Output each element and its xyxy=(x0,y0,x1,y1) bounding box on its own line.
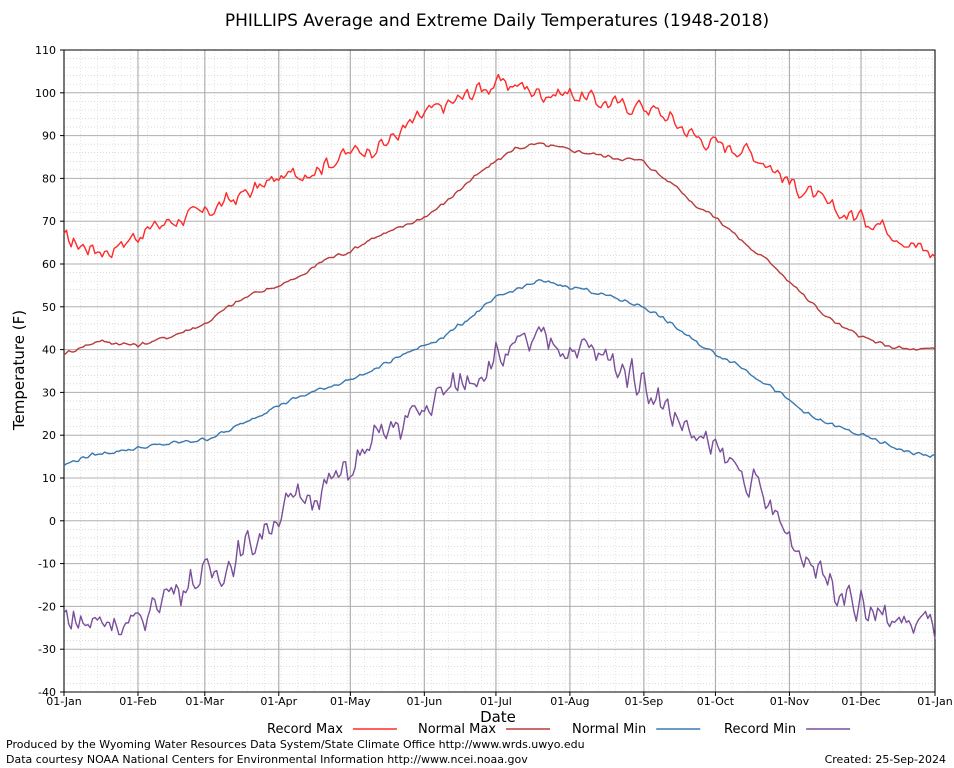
x-tick-label: 01-Nov xyxy=(770,695,810,708)
y-tick-label: 0 xyxy=(49,515,56,528)
y-tick-label: 50 xyxy=(42,301,56,314)
y-tick-label: 10 xyxy=(42,472,56,485)
y-tick-label: -30 xyxy=(38,643,56,656)
legend-label: Normal Min xyxy=(572,722,646,737)
x-axis-label: Date xyxy=(480,708,516,726)
y-tick-label: 20 xyxy=(42,429,56,442)
y-axis-label: Temperature (F) xyxy=(10,310,28,431)
y-tick-label: 40 xyxy=(42,344,56,357)
footer-produced-by: Produced by the Wyoming Water Resources … xyxy=(6,738,585,751)
footer-data-courtesy: Data courtesy NOAA National Centers for … xyxy=(6,753,528,766)
legend-label: Normal Max xyxy=(418,722,496,737)
major-grid xyxy=(63,49,936,693)
plot-frame xyxy=(63,49,936,693)
legend-label: Record Min xyxy=(724,722,796,737)
x-tick-label: 01-Aug xyxy=(550,695,589,708)
y-tick-label: -20 xyxy=(38,600,56,613)
y-tick-label: 30 xyxy=(42,386,56,399)
series-line-normal-max xyxy=(63,142,936,356)
footer-created: Created: 25-Sep-2024 xyxy=(825,753,946,766)
legend-label: Record Max xyxy=(267,722,343,737)
series-layer xyxy=(63,73,936,640)
chart-title: PHILLIPS Average and Extreme Daily Tempe… xyxy=(225,11,769,31)
x-tick-label: 01-Sep xyxy=(625,695,664,708)
series-line-normal-min xyxy=(63,279,936,467)
y-tick-label: 90 xyxy=(42,130,56,143)
y-tick-label: 100 xyxy=(35,87,56,100)
x-tick-label: 01-Jan xyxy=(46,695,82,708)
series-line-record-min xyxy=(63,326,936,640)
y-tick-label: -40 xyxy=(38,686,56,699)
y-tick-label: 80 xyxy=(42,172,56,185)
x-tick-label: 01-Mar xyxy=(185,695,224,708)
x-tick-label: 01-Apr xyxy=(260,695,297,708)
minor-grid xyxy=(63,49,935,693)
y-tick-label: 110 xyxy=(35,44,56,57)
x-tick-label: 01-Feb xyxy=(119,695,156,708)
y-tick-label: 60 xyxy=(42,258,56,271)
legend: Record Max Normal Max Normal Min Record Min xyxy=(267,722,851,737)
x-tick-label: 01-May xyxy=(330,695,371,708)
x-tick-label: 01-Jun xyxy=(406,695,442,708)
y-tick-label: -10 xyxy=(38,558,56,571)
y-tick-label: 70 xyxy=(42,215,56,228)
x-tick-label: 01-Oct xyxy=(697,695,735,708)
x-tick-label: 01-Jul xyxy=(480,695,512,708)
x-axis-ticks: 01-Jan 01-Feb 01-Mar 01-Apr 01-May 01-Jun 01-J… xyxy=(46,692,953,708)
x-tick-label: 01-Jan xyxy=(917,695,953,708)
x-tick-label: 01-Dec xyxy=(841,695,880,708)
series-line-record-max xyxy=(63,73,936,259)
